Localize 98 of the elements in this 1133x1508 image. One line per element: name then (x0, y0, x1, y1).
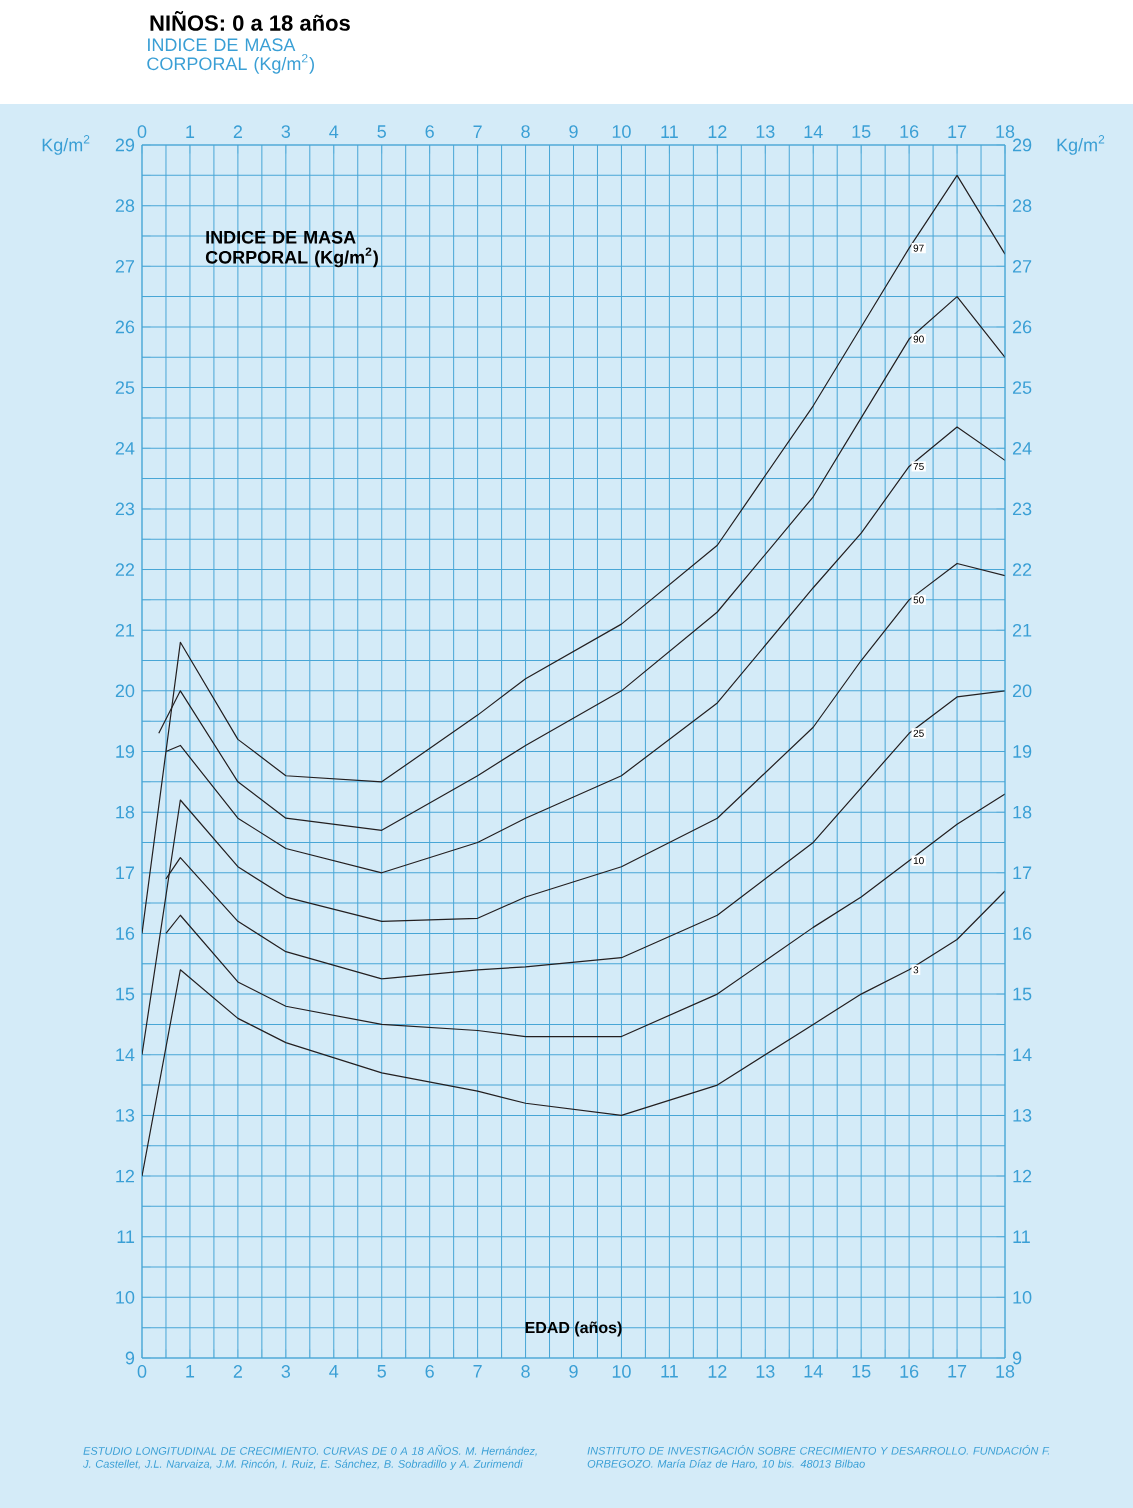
x-tick-label: 11 (661, 1365, 678, 1378)
x2-tick-label: 8 (521, 125, 530, 138)
y2-tick-label: 20 (1012, 684, 1032, 698)
y2-tick-label: 13 (1013, 1109, 1032, 1122)
y2-tick-label: 10 (1013, 1290, 1032, 1304)
y2-tick-label: 22 (1012, 563, 1032, 576)
line-series (142, 562, 1006, 1056)
y-tick-label: 29 (115, 138, 135, 152)
y2-tick-label: 24 (1012, 441, 1032, 455)
x2-tick-label: 9 (569, 125, 578, 138)
x-tick-label: 14 (804, 1365, 823, 1378)
x2-tick-label: 17 (948, 125, 967, 138)
text: ESTUDIO LONGITUDINAL DE CRECIMIENTO. CURVAS DE 0 A 18 AÑOS. M. Hernández, J. Castellet, J.L. Narvaiza, J.M. Rincón, I. Ruiz, E. Sánchez, B. Sobradillo y A. Zurimendi (83, 1445, 537, 1470)
y2-tick-label: 29 (1012, 138, 1032, 152)
y2-tick-label: 25 (1012, 381, 1032, 394)
series-label: 50 (913, 596, 924, 604)
x-tick-label: 3 (281, 1365, 291, 1378)
x-tick-label: 9 (569, 1365, 578, 1378)
x2-tick-label: 18 (996, 125, 1015, 138)
y-tick-label: 26 (115, 320, 135, 334)
y2-axis-title: Kg/m$^{2}$ (1057, 135, 1105, 155)
x-tick-label: 12 (708, 1365, 727, 1378)
y2-tick-label: 18 (1013, 805, 1032, 819)
chart-subtitle: INDICE DE MASA CORPORAL (Kg/m$^{2}$) (147, 38, 314, 74)
x2-tick-label: 1 (186, 125, 195, 138)
x-tick-label: 1 (186, 1365, 195, 1378)
y-tick-label: 28 (115, 199, 135, 213)
x-tick-label: 15 (852, 1365, 871, 1378)
y-tick-label: 16 (116, 927, 135, 940)
y-tick-label: 17 (116, 866, 135, 879)
x2-tick-label: 15 (852, 125, 871, 138)
x2-tick-label: 0 (137, 125, 147, 138)
line-series (142, 174, 1006, 935)
y-tick-label: 23 (115, 502, 135, 516)
y2-tick-label: 21 (1012, 623, 1032, 637)
x2-tick-label: 2 (233, 125, 242, 138)
y-tick-label: 21 (115, 623, 135, 637)
y2-tick-label: 9 (1012, 1351, 1022, 1365)
series-label: 97 (913, 244, 924, 252)
x-tick-label: 5 (377, 1365, 386, 1378)
annotation: INDICE DE MASA CORPORAL (Kg/m$^{2}$) (205, 230, 378, 268)
y2-tick-label: 11 (1013, 1230, 1030, 1243)
x2-tick-label: 13 (756, 125, 775, 138)
x-tick-label: 6 (425, 1365, 434, 1378)
x-tick-label: 0 (137, 1365, 147, 1378)
y-tick-label: 20 (115, 684, 135, 698)
y2-tick-label: 28 (1012, 199, 1032, 213)
y-tick-label: 25 (115, 381, 135, 394)
x-tick-label: 8 (521, 1365, 530, 1378)
x2-tick-label: 12 (708, 125, 727, 138)
line-series (142, 890, 1006, 1177)
y-tick-label: 9 (125, 1351, 135, 1365)
x2-tick-label: 14 (804, 125, 823, 138)
series-label: 90 (913, 335, 924, 343)
y2-tick-label: 14 (1013, 1048, 1032, 1061)
y-tick-label: 27 (115, 260, 135, 273)
y2-tick-label: 12 (1013, 1169, 1032, 1183)
x2-tick-label: 10 (612, 125, 631, 138)
y-tick-label: 13 (116, 1109, 135, 1122)
y2-tick-label: 23 (1012, 502, 1032, 516)
y2-tick-label: 17 (1013, 866, 1032, 879)
x-tick-label: 18 (996, 1365, 1015, 1378)
line-series (165, 793, 1006, 1038)
y2-tick-label: 19 (1013, 745, 1032, 758)
chart-title: NIÑOS: 0 a 18 años (150, 11, 350, 31)
x-tick-label: 17 (948, 1365, 967, 1378)
series-label: 3 (913, 966, 919, 974)
y-tick-label: 19 (116, 745, 135, 758)
y-tick-label: 14 (116, 1048, 135, 1061)
y-axis-title: Kg/m$^{2}$ (42, 135, 90, 155)
x2-tick-label: 11 (661, 125, 678, 138)
text: INSTITUTO DE INVESTIGACIÓN SOBRE CRECIMIENTO Y DESARROLLO. FUNDACIÓN F. ORBEGOZO. María Díaz de Haro, 10 bis. 48013 Bilbao (587, 1445, 1050, 1470)
x-tick-label: 4 (329, 1365, 339, 1378)
x2-tick-label: 7 (473, 125, 482, 138)
y2-tick-label: 26 (1012, 320, 1032, 334)
series-label: 25 (913, 729, 924, 737)
y2-tick-label: 27 (1012, 259, 1032, 273)
x2-tick-label: 4 (329, 125, 339, 138)
x-tick-label: 13 (756, 1365, 775, 1378)
y-tick-label: 22 (115, 563, 135, 576)
y-tick-label: 15 (116, 987, 135, 1001)
x-tick-label: 10 (612, 1365, 631, 1378)
y-tick-label: 10 (116, 1290, 135, 1304)
x-tick-label: 7 (473, 1365, 482, 1378)
x2-tick-label: 3 (281, 125, 291, 138)
series-label: 10 (913, 857, 924, 865)
series-label: 75 (913, 462, 924, 470)
y-tick-label: 11 (117, 1230, 135, 1243)
y-tick-label: 24 (115, 441, 135, 455)
x2-tick-label: 5 (377, 125, 386, 138)
x-tick-label: 2 (233, 1365, 242, 1378)
x2-tick-label: 6 (425, 125, 434, 138)
y-tick-label: 18 (116, 805, 135, 819)
x2-tick-label: 16 (900, 125, 919, 138)
y2-tick-label: 16 (1013, 927, 1032, 940)
y2-tick-label: 15 (1013, 987, 1032, 1001)
x-tick-label: 16 (900, 1365, 919, 1378)
y-tick-label: 12 (116, 1169, 135, 1183)
